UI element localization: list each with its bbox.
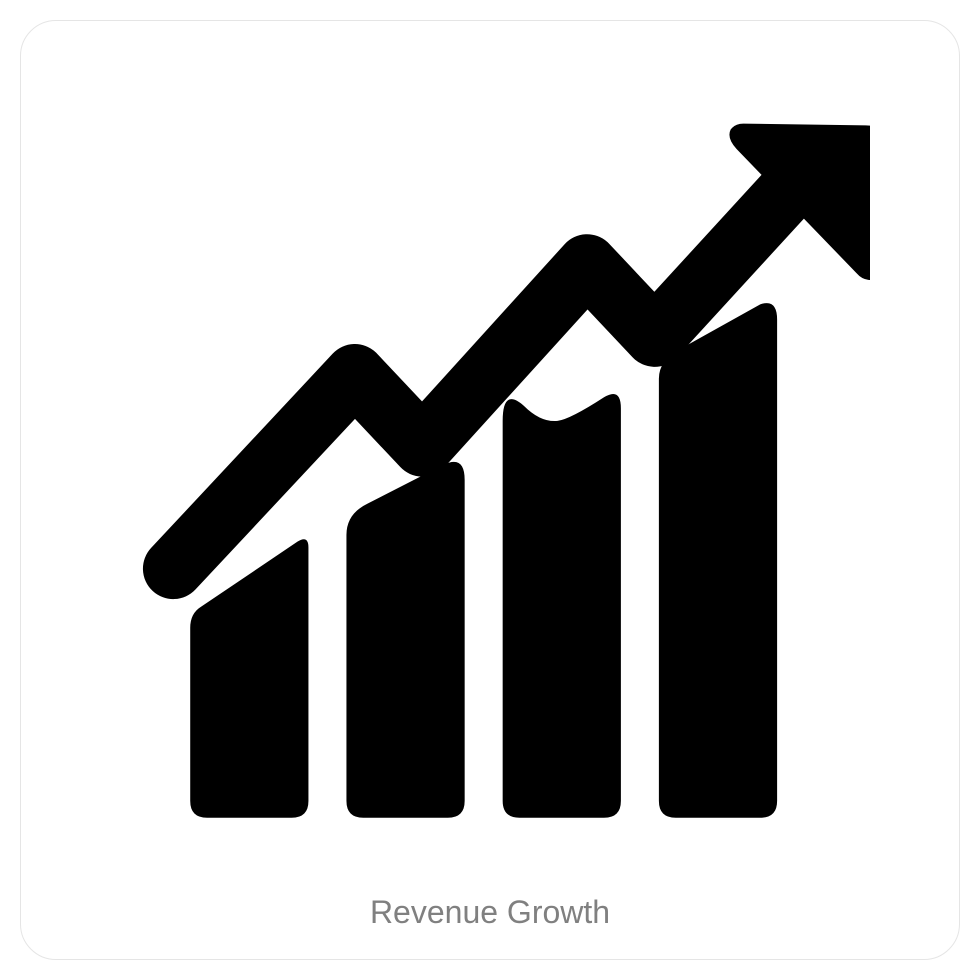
revenue-growth-icon	[110, 100, 870, 860]
icon-caption: Revenue Growth	[370, 894, 610, 931]
icon-card: Revenue Growth	[20, 20, 960, 960]
